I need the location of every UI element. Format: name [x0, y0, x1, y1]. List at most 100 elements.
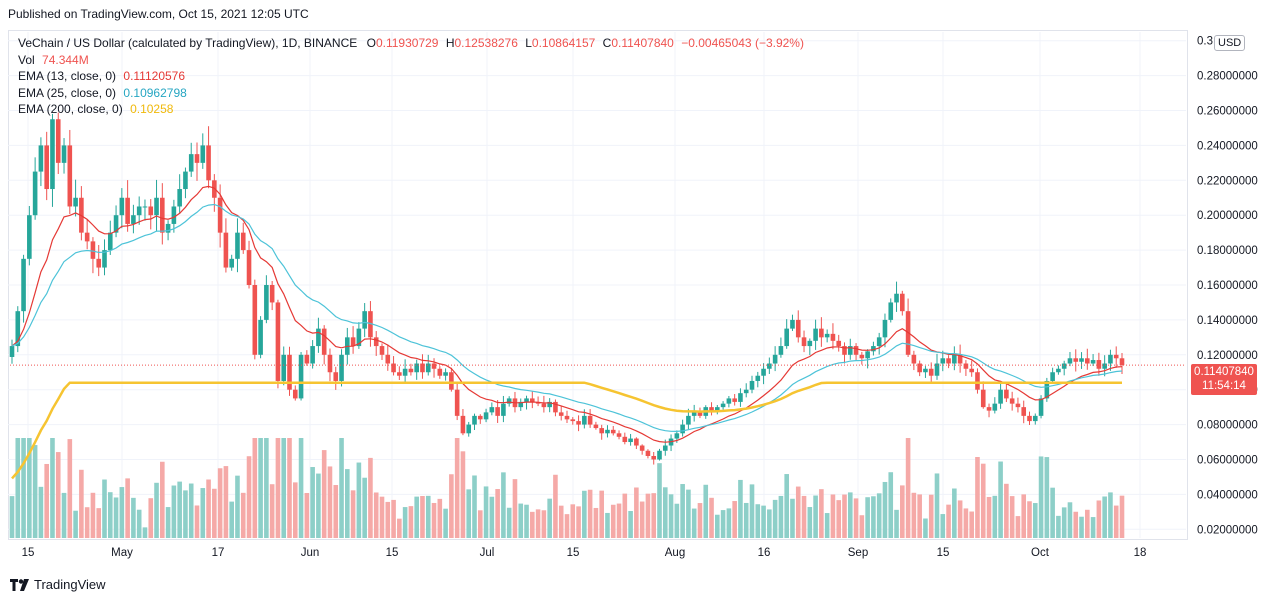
legend-symbol-row: VeChain / US Dollar (calculated by Tradi…: [18, 35, 804, 52]
volume-bar: [501, 472, 506, 538]
volume-bar: [339, 438, 344, 538]
legend-ema200-row[interactable]: EMA (200, close, 0) 0.10258: [18, 101, 804, 118]
ema25-value: 0.10962798: [123, 85, 187, 100]
candle-body: [952, 354, 957, 364]
candle-body: [356, 328, 362, 347]
volume-bar: [928, 494, 934, 538]
candle-body: [576, 421, 581, 425]
candle-body: [194, 154, 200, 163]
legend-volume-row[interactable]: Vol 74.344M: [18, 52, 804, 69]
volume-bar: [830, 494, 836, 538]
volume-bar: [154, 482, 159, 538]
date-tick-label: 15: [386, 547, 399, 559]
candle-body: [501, 403, 506, 416]
volume-bar: [298, 438, 304, 538]
volume-bar: [570, 504, 576, 538]
candle-body: [691, 410, 697, 416]
volume-bar: [431, 502, 437, 538]
price-tick-label: 0.28000000: [1197, 71, 1258, 83]
candle-body: [645, 450, 651, 456]
volume-bar: [952, 488, 957, 538]
volume-bar: [131, 497, 136, 538]
candle-body: [1067, 358, 1073, 364]
candle-body: [391, 363, 396, 373]
volume-bar: [1027, 501, 1032, 538]
candle-body: [1004, 389, 1009, 399]
candle-body: [84, 232, 90, 242]
volume-bar: [535, 509, 541, 538]
currency-badge[interactable]: USD: [1214, 35, 1246, 51]
ema13-label: EMA (13, close, 0): [18, 69, 117, 83]
volume-bar: [258, 438, 263, 538]
volume-bar: [84, 507, 90, 538]
volume-bar: [321, 450, 327, 538]
tradingview-logo-icon: [10, 578, 29, 591]
candle-body: [524, 398, 529, 402]
candle-body: [1027, 415, 1032, 422]
volume-bar: [350, 490, 356, 538]
date-axis[interactable]: [8, 540, 1188, 562]
volume-bar: [107, 492, 113, 538]
candle-body: [252, 285, 258, 355]
candle-body: [472, 415, 477, 425]
date-tick-label: May: [111, 547, 133, 559]
volume-bar: [813, 495, 818, 538]
volume-bar: [842, 494, 847, 538]
candle-body: [489, 407, 495, 413]
legend-ema25-row[interactable]: EMA (25, close, 0) 0.10962798: [18, 85, 804, 102]
candle-body: [437, 368, 443, 376]
symbol-name[interactable]: VeChain / US Dollar (calculated by Tradi…: [18, 36, 358, 50]
candle-body: [847, 346, 853, 355]
volume-bar: [686, 489, 691, 538]
candle-body: [784, 328, 789, 347]
price-tick-label: 0.26000000: [1197, 106, 1258, 118]
volume-bar: [425, 495, 431, 538]
candle-body: [281, 354, 287, 381]
candle-body: [443, 372, 448, 376]
candle-body: [587, 415, 593, 425]
date-tick-label: 17: [212, 547, 225, 559]
volume-bar: [761, 505, 766, 538]
footer-brand-name: TradingView: [34, 577, 106, 592]
volume-bar: [44, 463, 49, 538]
volume-bar: [466, 489, 472, 538]
volume-bar: [489, 496, 495, 538]
ema200-label: EMA (200, close, 0): [18, 102, 123, 116]
volume-bar: [691, 508, 697, 538]
volume-bar: [1073, 511, 1079, 538]
high-label: H: [445, 36, 455, 50]
volume-bar: [304, 492, 310, 538]
candle-body: [732, 398, 737, 402]
candle-body: [27, 215, 32, 259]
candle-body: [1085, 358, 1090, 364]
volume-bar: [483, 486, 489, 538]
candle-body: [547, 401, 552, 408]
legend-ema13-row[interactable]: EMA (13, close, 0) 0.11120576: [18, 68, 804, 85]
candle-body: [680, 424, 685, 434]
volume-bar: [940, 514, 946, 538]
volume-bar: [963, 508, 969, 538]
volume-bar: [807, 507, 813, 538]
candle-body: [530, 398, 535, 402]
volume-bar: [992, 495, 998, 538]
date-tick-label: 15: [937, 547, 950, 559]
candle-body: [558, 412, 564, 416]
volume-bar: [1061, 507, 1067, 538]
volume-bar: [530, 511, 535, 538]
candle-body: [44, 145, 49, 190]
volume-bar: [605, 512, 610, 538]
footer-brand[interactable]: TradingView: [10, 577, 106, 592]
candle-body: [113, 215, 119, 233]
ema200-value: 0.10258: [130, 102, 174, 116]
price-axis[interactable]: [1188, 30, 1280, 540]
volume-bar: [206, 479, 211, 538]
volume-bar: [55, 452, 61, 538]
price-tick-label: 0.20000000: [1197, 210, 1258, 222]
volume-bar: [142, 527, 148, 538]
candle-body: [1113, 354, 1119, 359]
volume-bar: [96, 508, 102, 538]
volume-bar: [980, 463, 986, 538]
volume-bar: [900, 485, 905, 538]
volume-bar: [240, 492, 246, 538]
